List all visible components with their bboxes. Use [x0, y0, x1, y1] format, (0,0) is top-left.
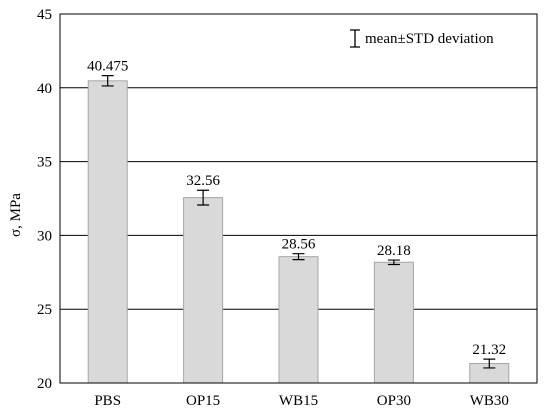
bar-value-label: 21.32 [472, 342, 506, 358]
error-bar [483, 358, 496, 369]
x-tick-label: WB30 [470, 393, 509, 409]
axes: 20 25 30 35 40 45 PBS OP15 WB15 OP30 WB30 [37, 7, 538, 409]
y-tick-label: 20 [37, 376, 52, 392]
x-tick-label: WB15 [279, 393, 318, 409]
y-tick-label: 25 [37, 302, 52, 318]
bar [183, 197, 224, 384]
data-labels: 40.475 32.56 28.56 28.18 21.32 [87, 59, 506, 358]
error-bar [101, 75, 114, 87]
y-tick-label: 45 [37, 7, 52, 23]
y-tick-label: 40 [37, 81, 52, 97]
legend-label: mean±STD deviation [365, 31, 494, 47]
plot-frame [59, 13, 538, 384]
bar-value-label: 32.56 [186, 173, 220, 189]
bars [87, 75, 510, 384]
bar-value-label: 28.18 [377, 243, 411, 259]
error-bar [197, 189, 210, 206]
error-bar [387, 259, 400, 266]
x-tick-label: PBS [94, 393, 121, 409]
x-tick-label: OP30 [377, 393, 411, 409]
legend: mean±STD deviation [350, 29, 494, 48]
y-axis-label: σ, MPa [8, 193, 24, 237]
bar-value-label: 28.56 [282, 237, 316, 253]
error-bar [292, 253, 305, 261]
legend-errorbar-icon [350, 29, 360, 48]
bar-value-label: 40.475 [87, 59, 128, 75]
x-tick-label: OP15 [186, 393, 220, 409]
bar [278, 256, 319, 384]
y-tick-label: 30 [37, 228, 52, 244]
bar [373, 261, 414, 384]
bar [87, 80, 128, 384]
y-tick-label: 35 [37, 155, 52, 171]
